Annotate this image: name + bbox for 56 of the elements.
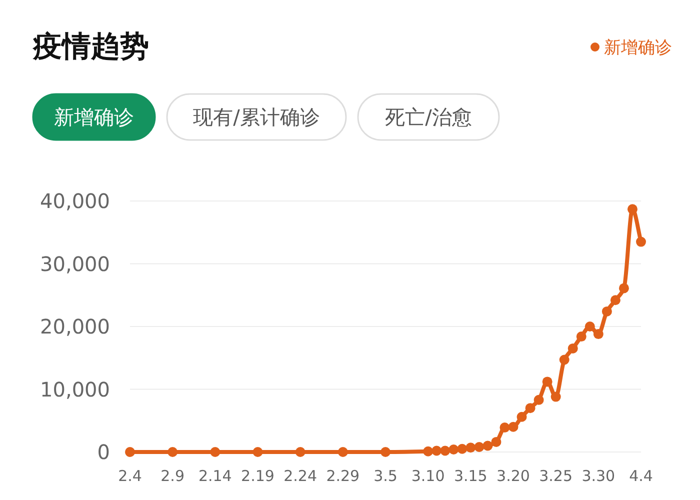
x-tick-label: 3.10 (411, 467, 445, 485)
x-tick-label: 3.30 (582, 467, 616, 485)
x-tick-label: 3.15 (454, 467, 488, 485)
x-tick-label: 3.25 (539, 467, 573, 485)
point (474, 442, 484, 452)
point (252, 447, 263, 457)
point (610, 295, 620, 306)
point (491, 436, 502, 447)
x-tick-label: 4.4 (629, 467, 653, 485)
x-tick-label: 2.4 (118, 467, 142, 485)
point (338, 447, 348, 457)
x-tick-label: 3.5 (374, 467, 398, 485)
y-tick-label: 30,000 (40, 252, 110, 276)
chart-title: 疫情趋势 (32, 29, 149, 63)
point (423, 446, 434, 456)
point (440, 446, 450, 456)
y-tick-label: 20,000 (40, 314, 110, 338)
point (627, 204, 638, 214)
point (125, 447, 135, 457)
point (550, 392, 561, 402)
point (618, 283, 629, 294)
point (210, 447, 220, 457)
point (168, 447, 178, 457)
legend-label: 新增确诊 (604, 38, 672, 58)
point (559, 354, 570, 365)
point (568, 343, 578, 354)
point (636, 236, 646, 247)
point (432, 446, 442, 456)
x-tick-label: 3.20 (496, 467, 530, 485)
point (593, 329, 604, 340)
point (584, 322, 595, 332)
x-tick-label: 2.14 (198, 467, 232, 485)
point (576, 332, 586, 342)
point (295, 447, 306, 457)
point (466, 442, 476, 453)
x-tick-label: 2.24 (284, 467, 318, 485)
text: 现有/累计确诊 (193, 105, 320, 129)
point (448, 444, 459, 454)
x-tick-label: 2.29 (326, 467, 360, 485)
point (534, 394, 544, 405)
point (500, 422, 510, 433)
y-tick-label: 10,000 (40, 377, 110, 402)
x-tick-label: 2.9 (160, 467, 185, 485)
y-tick-label: 40,000 (40, 189, 110, 213)
point (525, 403, 536, 414)
point (508, 422, 518, 432)
x-tick-label: 2.19 (241, 467, 274, 485)
point (457, 444, 468, 454)
point (542, 376, 552, 387)
point (602, 306, 612, 316)
point (380, 447, 390, 457)
point (516, 412, 527, 422)
y-tick-label: 0 (97, 440, 110, 464)
point (482, 440, 493, 451)
text: 死亡/治愈 (385, 105, 472, 129)
text: 新增确诊 (54, 105, 134, 129)
